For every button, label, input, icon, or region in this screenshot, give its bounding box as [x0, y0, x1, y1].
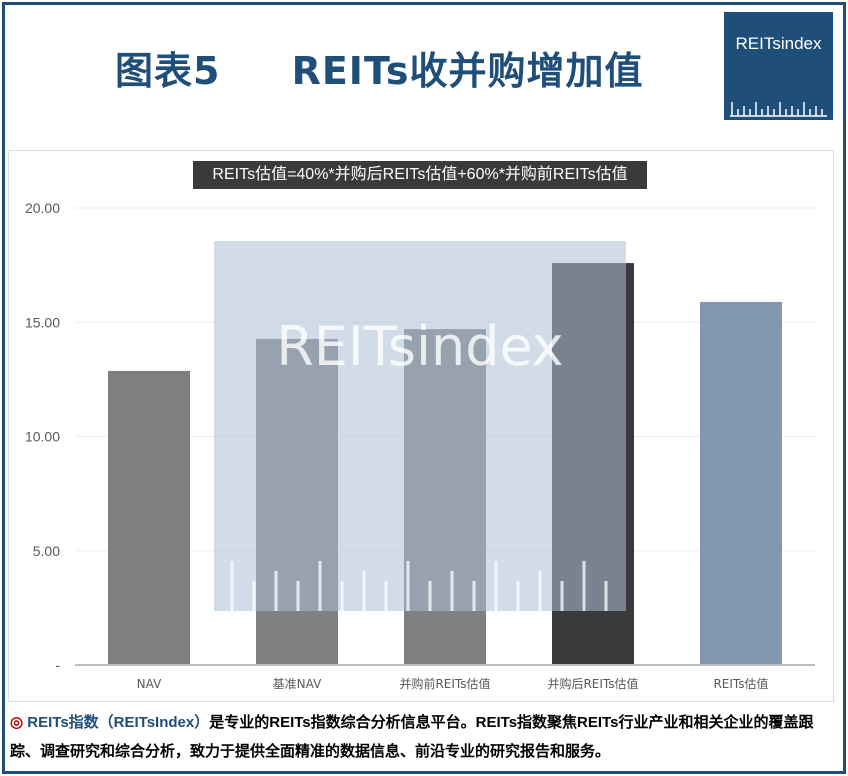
page-title: 图表5 REITs收并购增加值 [115, 49, 644, 93]
bar [700, 301, 782, 665]
bar [108, 370, 190, 665]
y-tick-label: 20.00 [25, 200, 60, 216]
x-tick-label: NAV [137, 677, 162, 691]
chart-annotation: REITs估值=40%*并购后REITs估值+60%*并购前REITs估值 [193, 161, 647, 189]
y-tick-label: - [55, 657, 60, 673]
x-tick-label: REITs估值 [713, 676, 768, 691]
y-tick-label: 5.00 [33, 543, 60, 559]
watermark-box [214, 241, 626, 611]
watermark-text: REITsindex [276, 315, 563, 378]
x-tick-label: 并购前REITs估值 [399, 676, 490, 691]
x-tick-label: 基准NAV [273, 677, 322, 691]
bullet-icon: ◎ [10, 714, 24, 731]
y-tick-label: 10.00 [25, 429, 60, 445]
logo-text: REITsindex [735, 34, 822, 53]
logo-ruler-icon [730, 102, 827, 117]
footer-note: ◎ REITs指数（REITsIndex）是专业的REITs指数综合分析信息平台… [10, 708, 840, 766]
x-tick-label: 并购后REITs估值 [547, 676, 638, 691]
y-tick-label: 15.00 [25, 314, 60, 330]
logo: REITsindex [724, 12, 833, 120]
footer-text: 是专业的REITs指数综合分析信息平台。REITs指数聚焦REITs行业产业和相… [10, 714, 814, 760]
footer-brand: REITs指数（REITsIndex） [27, 714, 210, 731]
